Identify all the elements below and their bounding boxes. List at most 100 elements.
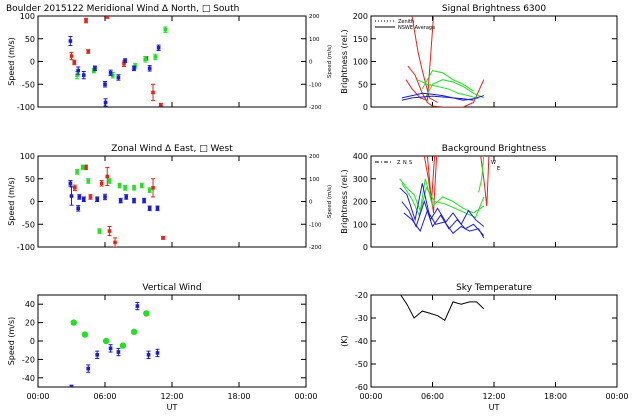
zonal-point [161, 236, 165, 240]
vertical-ytick-label: -20 [22, 355, 35, 364]
signal-series-line [407, 65, 485, 107]
zonal-ytick-label: 50 [25, 175, 35, 184]
zonal-point [73, 186, 77, 190]
sky-xtick-label: 12:00 [482, 392, 505, 401]
meridional-point [153, 55, 158, 59]
sky-xtick-label: 18:00 [544, 392, 567, 401]
vertical-ytick-label: 20 [25, 319, 35, 328]
zonal-right-tick-label: -100 [309, 222, 322, 228]
meridional-point [84, 18, 88, 23]
zonal-ytick-label: -100 [17, 243, 35, 252]
vertical-xtick-label: 12:00 [160, 392, 183, 401]
zonal-point [88, 195, 93, 199]
meridional-point [76, 68, 80, 73]
vertical-point [119, 342, 127, 349]
meridional-frame [37, 15, 307, 108]
meridional-point [93, 66, 97, 71]
vertical-ytick-label: -40 [22, 374, 35, 383]
signal-ytick-label: 50 [358, 80, 368, 89]
background-ytick-label: 0 [363, 243, 368, 252]
zonal-point [123, 186, 127, 190]
meridional-point [81, 73, 86, 77]
zonal-point [103, 195, 107, 199]
background-ytick-label: 200 [353, 198, 368, 207]
vertical-point [155, 351, 160, 355]
meridional-point [156, 46, 161, 50]
meridional-point [75, 73, 79, 77]
zonal-right-tick-label: 200 [309, 154, 320, 160]
zonal-right-tick-label: 0 [309, 200, 313, 206]
signal-ytick-label: 150 [353, 35, 368, 44]
zonal-point [99, 181, 104, 186]
background-legend-label: Z [397, 160, 401, 166]
meridional-point [147, 66, 152, 71]
zonal-point [76, 206, 80, 211]
signal-ytick-label: 100 [353, 58, 368, 67]
sky-ytick-label: -60 [355, 383, 368, 392]
background-series-line [401, 183, 485, 219]
background-series-line [478, 156, 485, 193]
vertical-point [116, 350, 121, 354]
signal-title: Signal Brightness 6300 [442, 4, 546, 14]
zonal-point [107, 179, 112, 183]
meridional-right-tick-label: 200 [309, 14, 320, 20]
sky-xtick-label: 00:00 [359, 392, 382, 401]
zonal-ylabel: Speed (m/s) [7, 177, 16, 226]
signal-ylabel: Brightness (rel.) [340, 29, 349, 93]
meridional-point [72, 60, 77, 65]
background-series-line [399, 183, 485, 227]
zonal-ytick-label: -50 [22, 220, 35, 229]
background-series-line [399, 178, 485, 214]
sky-ytick-label: -20 [355, 291, 368, 300]
vertical-ytick-label: 40 [25, 300, 35, 309]
vertical-xlabel: UT [167, 403, 178, 412]
meridional-ytick-label: 100 [20, 12, 35, 21]
vertical-point [143, 310, 150, 317]
sky-xtick-label: 06:00 [421, 392, 444, 401]
signal-series-line [424, 79, 485, 99]
sky-xtick-label: 00:00 [605, 392, 628, 401]
zonal-point [132, 186, 136, 190]
sky-title: Sky Temperature [456, 283, 532, 293]
background-panel: Background Brightness 0 100 200 300 400 Bright… [340, 144, 618, 252]
signal-data [401, 16, 485, 107]
vertical-frame [37, 294, 307, 388]
background-legend-label: W [491, 160, 496, 166]
sky-series-line [400, 295, 485, 322]
zonal-point [81, 197, 86, 202]
vertical-ylabel: Speed (m/s) [7, 317, 16, 366]
background-series-line [426, 156, 438, 213]
vertical-xtick-label: 00:00 [26, 392, 49, 401]
zonal-point [151, 186, 155, 190]
zonal-ytick-label: 0 [30, 198, 35, 207]
vertical-xtick-label: 18:00 [227, 392, 250, 401]
meridional-right-tick-label: -200 [309, 105, 322, 111]
zonal-point [105, 174, 110, 179]
vertical-ytick-label: 0 [30, 337, 35, 346]
sky-xlabel: UT [489, 403, 500, 412]
meridional-panel: Boulder 2015122 Meridional Wind Δ North,… [6, 4, 333, 112]
zonal-point [124, 195, 129, 199]
vertical-point [146, 353, 151, 357]
zonal-ytick-label: 100 [20, 152, 35, 161]
meridional-point [132, 66, 136, 71]
zonal-point [142, 198, 146, 203]
zonal-point [77, 195, 82, 199]
vertical-panel: Vertical Wind -40 -20 0 20 40 Speed (m/s) 00:00… [7, 283, 318, 412]
zonal-point [118, 198, 123, 203]
meridional-data [68, 16, 168, 107]
background-legend-label: N [403, 160, 407, 166]
zonal-point [155, 206, 160, 211]
meridional-ytick-label: 50 [25, 35, 35, 44]
zonal-point [80, 165, 85, 170]
zonal-point [107, 229, 112, 233]
sky-panel: Sky Temperature -60 -50 -40 -30 -20 (K) 00:00 06… [340, 283, 629, 412]
zonal-point [68, 181, 73, 186]
zonal-point [75, 170, 79, 174]
vertical-point [70, 319, 77, 326]
meridional-point [116, 75, 121, 80]
zonal-point [84, 165, 88, 170]
signal-panel: Signal Brightness 6300 0 50 100 150 200 Bright… [340, 4, 618, 112]
background-legend-label: E [497, 166, 500, 172]
